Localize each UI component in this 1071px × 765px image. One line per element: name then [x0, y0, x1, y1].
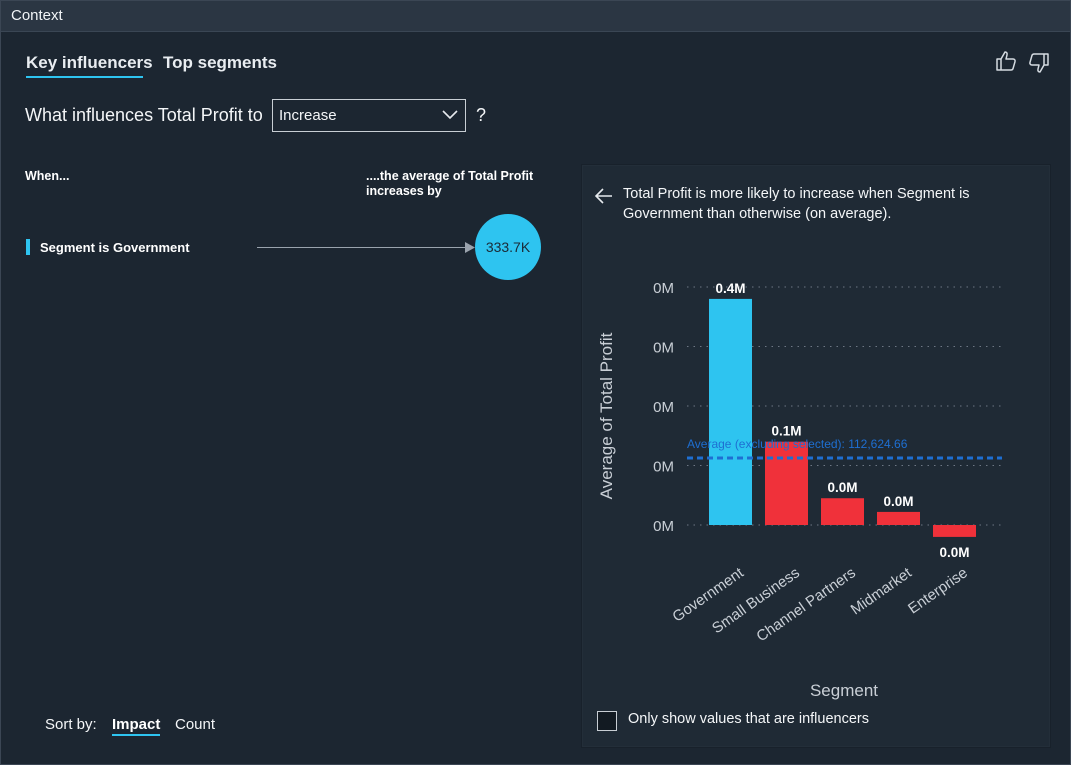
detail-panel	[582, 165, 1050, 747]
question-prefix: What influences Total Profit to	[25, 105, 263, 125]
x-tick-label: Enterprise	[905, 564, 971, 617]
active-tab-underline	[26, 76, 143, 78]
chevron-down-icon	[442, 110, 458, 120]
x-axis-title: Segment	[810, 681, 878, 700]
average-column-label-line1: ....the average of Total Profit	[366, 169, 534, 183]
y-tick-label: 0M	[653, 459, 674, 476]
influence-explanation: Total Profit is more likely to increase …	[623, 186, 970, 222]
window-title: Context	[11, 7, 63, 24]
y-tick-label: 0M	[653, 280, 674, 297]
bar-government	[709, 298, 752, 525]
data-label: 0.0M	[827, 480, 857, 495]
influence-value: 333.7K	[485, 239, 531, 255]
bar-midmarket	[877, 511, 920, 525]
tab-top-segments[interactable]: Top segments	[163, 53, 277, 72]
thumbs-down-icon[interactable]	[1026, 51, 1050, 75]
influence-bubble[interactable]: 333.7K	[475, 214, 541, 280]
influencers-only-checkbox[interactable]	[597, 711, 617, 731]
sort-count-option[interactable]: Count	[175, 716, 216, 733]
influencers-only-label: Only show values that are influencers	[628, 711, 869, 727]
y-axis-title: Average of Total Profit	[597, 332, 616, 499]
y-tick-label: 0M	[653, 399, 674, 416]
question-suffix: ?	[476, 105, 487, 125]
selected-indicator	[26, 239, 30, 255]
tab-key-influencers[interactable]: Key influencers	[26, 53, 153, 72]
average-line-label: Average (excluding selected): 112,624.66	[687, 437, 908, 451]
data-label: 0.0M	[883, 494, 913, 509]
bar-enterprise	[933, 525, 976, 537]
y-tick-label: 0M	[653, 518, 674, 535]
data-label: 0.4M	[715, 281, 745, 296]
back-arrow-icon[interactable]	[594, 187, 614, 205]
x-tick-label: Midmarket	[848, 564, 916, 619]
average-column-label-line2: increases by	[366, 184, 442, 198]
bar-small-business	[765, 441, 808, 525]
dropdown-selected-value: Increase	[279, 107, 337, 124]
when-column-label: When...	[25, 169, 70, 183]
influencer-connector-line	[257, 247, 473, 248]
sort-impact-option[interactable]: Impact	[112, 716, 161, 733]
outcome-dropdown[interactable]: Increase	[272, 99, 466, 132]
y-tick-label: 0M	[653, 340, 674, 357]
data-label: 0.1M	[771, 424, 801, 439]
x-tick-label: Channel Partners	[753, 564, 858, 645]
influencer-label: Segment is Government	[40, 240, 190, 255]
bar-channel-partners	[821, 498, 864, 525]
title-bar: Context	[1, 1, 1070, 32]
data-label: 0.0M	[939, 545, 969, 560]
sort-by-label: Sort by:	[45, 716, 97, 733]
sort-active-underline	[112, 734, 160, 736]
thumbs-up-icon[interactable]	[995, 49, 1019, 73]
arrow-right-icon	[465, 242, 475, 253]
